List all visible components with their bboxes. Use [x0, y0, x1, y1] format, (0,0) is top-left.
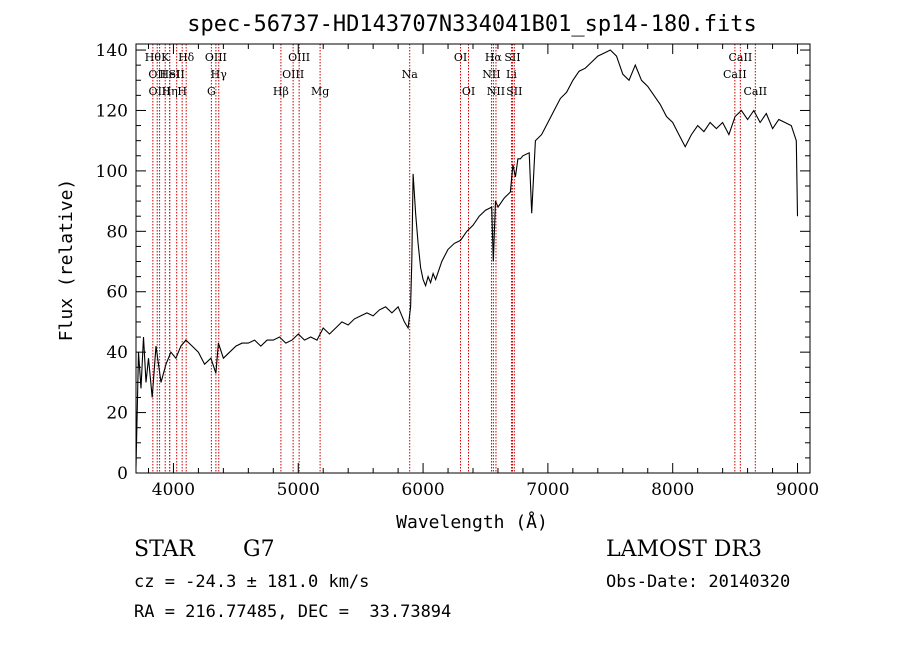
spectrum-line: [135, 49, 799, 468]
y-axis-label: Flux (relative): [56, 179, 77, 342]
y-tick-label-0: 0: [117, 464, 128, 484]
line-label-11: Hγ: [211, 68, 228, 81]
line-label-24: SII: [506, 85, 522, 98]
line-label-1: OII: [148, 68, 166, 81]
chart-title: spec-56737-HD143707N334041B01_sp14-180.f…: [187, 12, 757, 37]
line-label-22: Li: [506, 68, 517, 81]
line-label-10: OIII: [205, 51, 227, 64]
line-label-19: NII: [482, 68, 500, 81]
line-label-16: Na: [402, 68, 419, 81]
x-tick-label-1: 5000: [277, 480, 320, 500]
line-label-5: Hη: [162, 85, 178, 98]
line-label-12: Hβ: [273, 85, 289, 98]
object-subclass: G7: [243, 537, 275, 562]
y-tick-label-6: 120: [96, 101, 128, 121]
redshift-text: cz = -24.3 ± 181.0 km/s: [134, 572, 370, 592]
line-label-14: OIII: [288, 51, 310, 64]
line-label-2: OIII: [149, 85, 171, 98]
line-label-25: CaII: [723, 68, 747, 81]
y-tick-label-4: 80: [106, 222, 128, 242]
line-label-20: Hα: [485, 51, 503, 64]
x-tick-label-0: 4000: [152, 480, 195, 500]
x-tick-label-3: 7000: [526, 480, 569, 500]
line-markers: [152, 44, 756, 473]
y-tick-label-5: 100: [96, 162, 128, 182]
line-label-18: OI: [462, 85, 475, 98]
y-tick-label-7: 140: [96, 41, 128, 61]
y-tick-label-2: 40: [106, 343, 128, 363]
line-label-8: Hδ: [178, 51, 195, 64]
x-axis-label: Wavelength (Å): [396, 511, 548, 533]
observation-date: Obs-Date: 20140320: [606, 572, 791, 592]
x-tick-label-5: 9000: [776, 480, 819, 500]
line-label-3: K: [161, 51, 170, 64]
line-label-27: CaII: [743, 85, 767, 98]
plot-frame: [135, 43, 811, 474]
x-tick-label-2: 6000: [401, 480, 444, 500]
object-class: STAR: [134, 537, 195, 562]
x-axis-ticks: 4000 5000 6000 7000 8000 9000: [147, 44, 819, 500]
line-label-23: SII: [504, 51, 520, 64]
line-label-4: HeI: [159, 68, 179, 81]
line-label-15: Mg: [311, 85, 329, 98]
coordinates-text: RA = 216.77485, DEC = 33.73894: [134, 602, 452, 622]
line-label-26: CaII: [729, 51, 753, 64]
line-label-6: SII: [169, 68, 185, 81]
y-tick-label-1: 20: [106, 404, 128, 424]
y-tick-label-3: 60: [106, 283, 128, 303]
line-marker-labels: Hθ OII OIII K HeI Hη SII H Hδ G OIII Hγ Hβ OIII OIII Mg…: [145, 51, 767, 98]
line-label-9: G: [207, 85, 216, 98]
line-label-0: Hθ: [145, 51, 162, 64]
survey-name: LAMOST DR3: [606, 537, 762, 562]
y-axis-ticks: 0 20 40 60 80 100 120 140: [96, 41, 810, 484]
line-label-17: OI: [454, 51, 467, 64]
x-tick-label-4: 8000: [651, 480, 694, 500]
line-label-13: OIII: [282, 68, 304, 81]
line-label-21: NII: [487, 85, 505, 98]
line-label-7: H: [177, 85, 187, 98]
